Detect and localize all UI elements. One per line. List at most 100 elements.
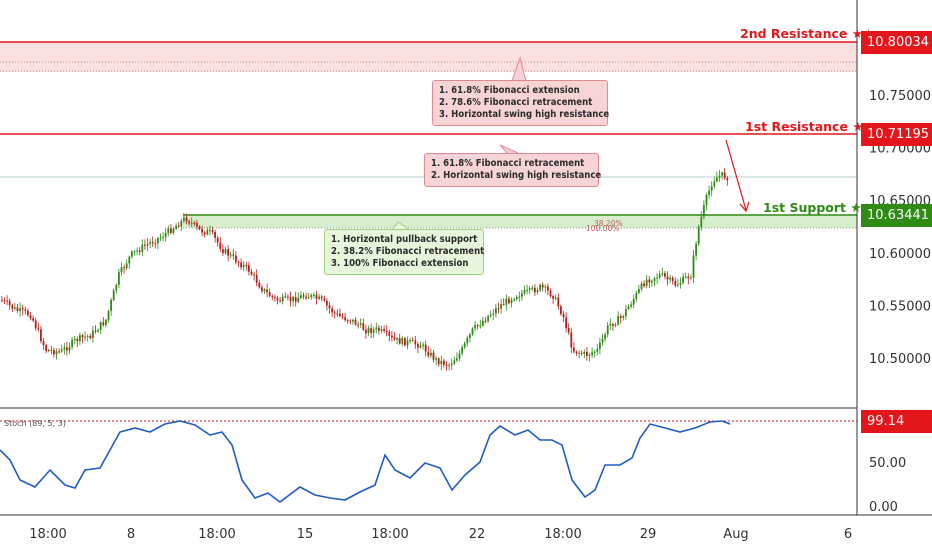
candle-body xyxy=(333,312,336,314)
candle-body xyxy=(352,319,354,322)
candle-body xyxy=(370,328,372,333)
candle-body xyxy=(287,296,289,298)
candle-body xyxy=(541,284,544,288)
candle-body xyxy=(484,320,487,322)
candle-body xyxy=(625,309,627,317)
candle-body xyxy=(3,300,6,302)
candle-body xyxy=(1,300,3,301)
candle-body xyxy=(323,298,326,301)
candle-body xyxy=(664,273,666,277)
candle-body xyxy=(365,329,367,334)
candle-body xyxy=(92,330,94,338)
support-zone xyxy=(183,215,857,228)
candle-body xyxy=(567,328,570,333)
candle-body xyxy=(450,363,453,366)
candle-body xyxy=(123,267,125,269)
candle-body xyxy=(201,228,203,233)
candle-body xyxy=(528,288,531,290)
candle-body xyxy=(700,216,703,227)
candle-body xyxy=(690,277,692,279)
candle-body xyxy=(430,352,432,356)
candle-body xyxy=(622,316,625,318)
candle-body xyxy=(404,338,406,346)
candle-body xyxy=(154,243,157,245)
candle-body xyxy=(157,238,159,244)
candle-body xyxy=(55,351,58,355)
candle-body xyxy=(193,222,196,224)
candle-body xyxy=(422,344,424,347)
candle-body xyxy=(37,328,40,330)
candle-body xyxy=(302,295,305,297)
candle-body xyxy=(216,237,219,243)
candle-body xyxy=(159,237,162,239)
price-tick-label: 10.55000 xyxy=(869,299,931,314)
candle-body xyxy=(196,222,198,227)
candle-body xyxy=(440,360,443,365)
candle-body xyxy=(362,323,365,330)
stoch-label: Stoch (89, 5, 3) xyxy=(4,419,66,428)
candle-body xyxy=(274,296,276,298)
candle-body xyxy=(396,338,398,340)
candle-body xyxy=(66,347,68,351)
candle-body xyxy=(586,351,588,357)
candle-body xyxy=(398,338,401,344)
candle-body xyxy=(240,262,242,268)
candle-body xyxy=(427,351,430,356)
time-tick-label: 18:00 xyxy=(198,527,235,542)
candle-body xyxy=(640,283,643,290)
candle-body xyxy=(279,300,281,302)
candle-body xyxy=(326,300,328,306)
candle-body xyxy=(146,243,149,246)
candle-body xyxy=(128,256,131,264)
candle-body xyxy=(599,342,601,349)
candle-body xyxy=(344,317,346,321)
candle-body xyxy=(674,281,677,286)
candle-body xyxy=(417,344,419,348)
candle-body xyxy=(242,264,245,268)
candle-body xyxy=(393,337,396,340)
candle-body xyxy=(120,267,123,273)
fib-label-38: 38.20% xyxy=(594,219,623,228)
time-tick-label: 18:00 xyxy=(371,527,408,542)
candle-body xyxy=(461,347,463,354)
candle-body xyxy=(716,177,718,182)
candle-body xyxy=(190,222,193,224)
candle-body xyxy=(508,298,510,304)
candle-body xyxy=(671,277,674,282)
candle-body xyxy=(261,287,263,292)
candle-body xyxy=(721,172,723,176)
time-axis: 18:00 8 18:00 15 18:00 22 18:00 29 Aug 6 xyxy=(29,527,852,542)
candle-body xyxy=(250,271,253,275)
candle-body xyxy=(310,295,313,298)
candle-body xyxy=(349,320,352,322)
candle-body xyxy=(185,217,188,222)
candle-body xyxy=(16,307,19,311)
candle-body xyxy=(401,338,404,344)
candle-body xyxy=(458,353,461,359)
candle-body xyxy=(651,280,653,283)
candle-body xyxy=(658,274,661,278)
candle-body xyxy=(703,204,705,217)
time-tick-label: 8 xyxy=(127,527,135,542)
candle-body xyxy=(29,315,32,319)
candle-body xyxy=(666,276,669,280)
candle-body xyxy=(248,265,250,272)
callout-line: 3. Horizontal swing high resistance xyxy=(439,109,610,120)
candle-body xyxy=(102,322,105,325)
candle-body xyxy=(521,293,523,297)
candle-body xyxy=(81,335,84,338)
callout-line: 2. 38.2% Fibonacci retracement xyxy=(331,246,485,257)
candle-body xyxy=(474,325,476,329)
candle-body xyxy=(84,336,86,338)
candle-body xyxy=(601,338,604,343)
candle-body xyxy=(263,289,266,292)
candle-body xyxy=(502,304,505,306)
candle-body xyxy=(294,296,297,302)
candle-body xyxy=(188,221,190,224)
candle-body xyxy=(437,358,440,365)
candle-body xyxy=(627,306,630,310)
candle-body xyxy=(723,172,726,179)
candle-body xyxy=(107,310,110,320)
candle-body xyxy=(445,364,448,366)
